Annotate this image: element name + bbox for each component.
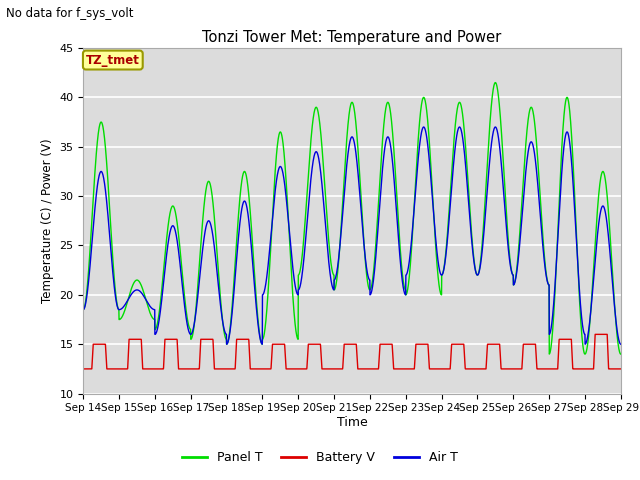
Battery V [141,366,148,372]
Panel T [79,307,87,312]
Battery V [607,366,614,372]
Line: Panel T: Panel T [83,83,621,354]
Air T [607,255,614,261]
Air T [309,161,317,167]
Air T [492,124,499,130]
Panel T [309,120,317,125]
Y-axis label: Temperature (C) / Power (V): Temperature (C) / Power (V) [41,139,54,303]
Air T [141,295,148,300]
Text: No data for f_sys_volt: No data for f_sys_volt [6,7,134,20]
Panel T [173,215,180,221]
Panel T [141,292,148,298]
Legend: Panel T, Battery V, Air T: Panel T, Battery V, Air T [177,446,463,469]
Panel T [617,351,625,357]
Air T [173,233,180,239]
X-axis label: Time: Time [337,416,367,429]
Battery V [79,366,87,372]
Battery V [285,366,293,372]
Battery V [591,332,599,337]
Panel T [548,329,556,335]
Battery V [617,366,625,372]
Panel T [492,80,499,85]
Air T [617,341,625,347]
Panel T [607,237,614,243]
Air T [285,228,293,234]
Air T [79,307,87,312]
Battery V [548,366,556,372]
Panel T [285,234,293,240]
Line: Air T: Air T [83,127,621,344]
Text: TZ_tmet: TZ_tmet [86,54,140,67]
Battery V [173,336,180,342]
Line: Battery V: Battery V [83,335,621,369]
Air T [548,314,556,320]
Title: Tonzi Tower Met: Temperature and Power: Tonzi Tower Met: Temperature and Power [202,30,502,46]
Battery V [309,341,317,347]
